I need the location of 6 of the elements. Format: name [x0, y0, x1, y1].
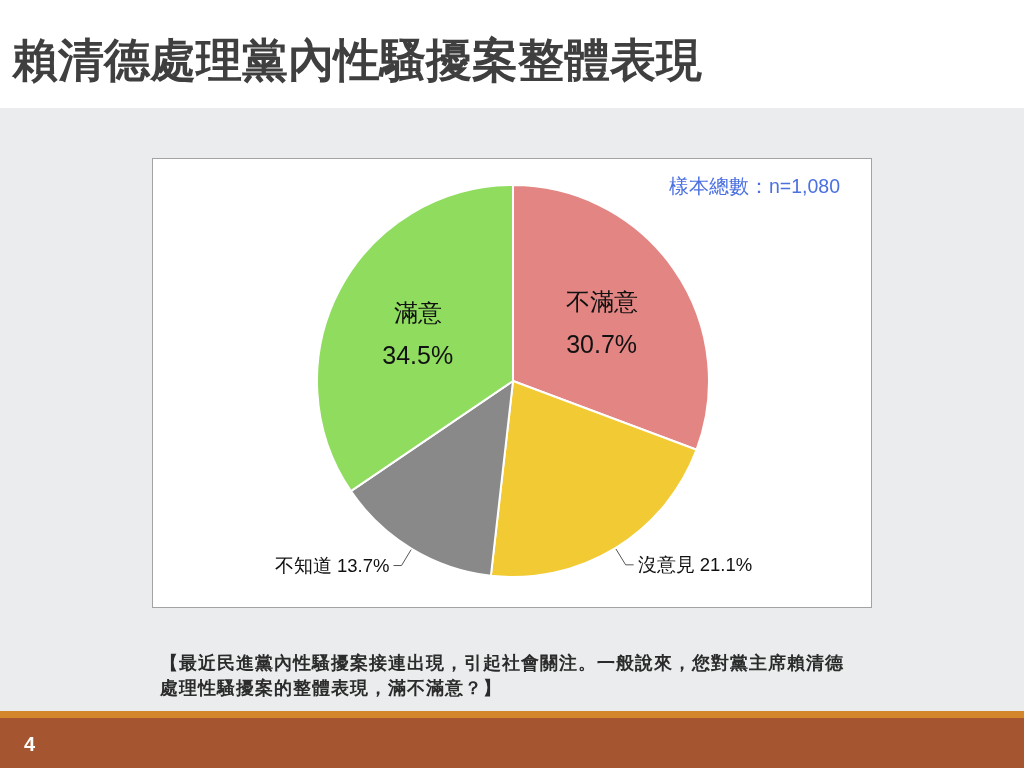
slice-label: 不知道 13.7% [274, 554, 390, 576]
text: 【最近民進黨內性騷擾案接連出現，引起社會關注。一般說來，您對黨主席賴清德處理性騷擾案的整體表現，滿不滿意？】 [160, 652, 844, 700]
text: 樣本總數：n=1,080 [668, 175, 841, 197]
text: 4 [24, 733, 36, 755]
slice-label: 沒意見 21.1% [637, 553, 753, 575]
chart-title: 賴清德處理黨內性騷擾案整體表現 [11, 34, 702, 86]
